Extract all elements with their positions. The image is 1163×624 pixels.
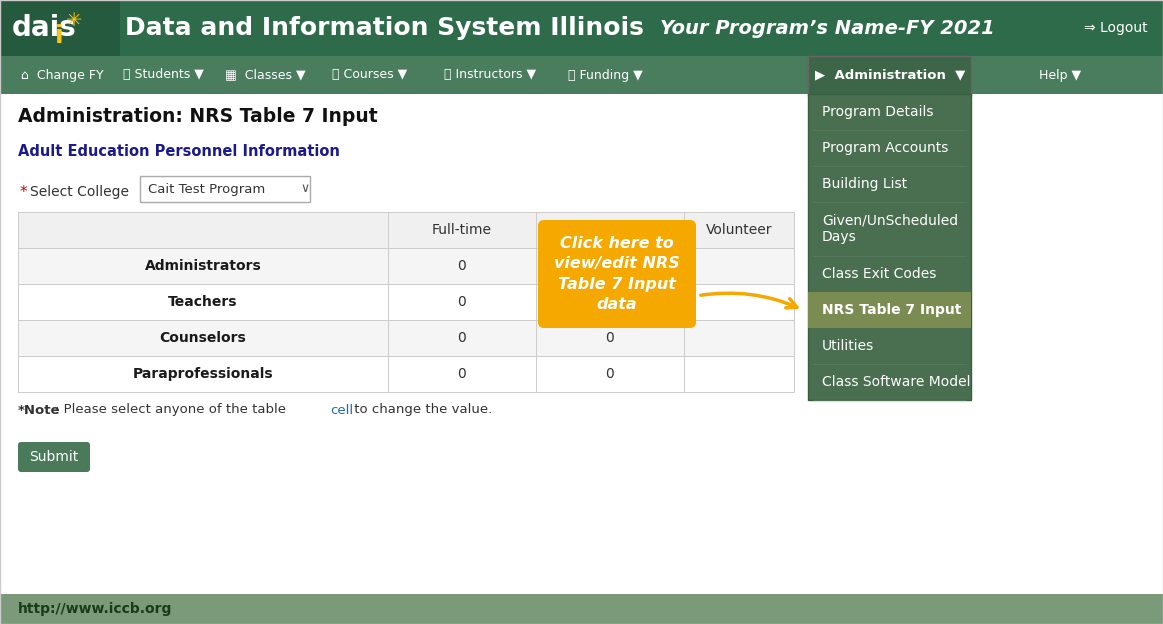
Text: 📣 Instructors ▼: 📣 Instructors ▼ — [444, 69, 536, 82]
Text: Data and Information System Illinois: Data and Information System Illinois — [124, 16, 644, 40]
Text: 👤 Students ▼: 👤 Students ▼ — [122, 69, 204, 82]
FancyBboxPatch shape — [17, 320, 794, 356]
Text: 💰 Funding ▼: 💰 Funding ▼ — [568, 69, 642, 82]
Text: Class Software Model: Class Software Model — [822, 375, 970, 389]
Text: cell: cell — [330, 404, 354, 416]
FancyBboxPatch shape — [17, 284, 794, 320]
Text: 0: 0 — [457, 331, 466, 345]
Text: Counselors: Counselors — [159, 331, 247, 345]
FancyBboxPatch shape — [140, 176, 311, 202]
FancyBboxPatch shape — [17, 442, 90, 472]
Text: http://www.iccb.org: http://www.iccb.org — [17, 602, 172, 616]
Text: Building List: Building List — [822, 177, 907, 191]
Text: *Note: *Note — [17, 404, 60, 416]
Text: ✳: ✳ — [66, 11, 83, 29]
FancyBboxPatch shape — [0, 0, 120, 56]
Text: i: i — [55, 24, 64, 48]
Text: Utilities: Utilities — [822, 339, 875, 353]
Text: Teachers: Teachers — [169, 295, 237, 309]
Text: 0: 0 — [457, 295, 466, 309]
Text: Paraprofessionals: Paraprofessionals — [133, 367, 273, 381]
FancyBboxPatch shape — [808, 94, 971, 400]
Text: 0: 0 — [606, 331, 614, 345]
FancyBboxPatch shape — [808, 56, 971, 96]
Text: 0: 0 — [457, 259, 466, 273]
FancyBboxPatch shape — [0, 56, 1163, 94]
Text: to change the value.: to change the value. — [350, 404, 492, 416]
Text: Administrators: Administrators — [144, 259, 262, 273]
Text: Submit: Submit — [29, 450, 79, 464]
Text: Program Details: Program Details — [822, 105, 934, 119]
Text: 📄 Courses ▼: 📄 Courses ▼ — [333, 69, 407, 82]
Text: Your Program’s Name-FY 2021: Your Program’s Name-FY 2021 — [659, 19, 994, 37]
FancyBboxPatch shape — [538, 220, 695, 328]
Text: 0: 0 — [606, 259, 614, 273]
Text: Full-time: Full-time — [431, 223, 492, 237]
Text: ∨: ∨ — [300, 182, 309, 195]
Text: Part-time: Part-time — [578, 223, 642, 237]
Text: Program Accounts: Program Accounts — [822, 141, 948, 155]
FancyBboxPatch shape — [17, 248, 794, 284]
FancyArrowPatch shape — [701, 293, 797, 308]
Text: Class Exit Codes: Class Exit Codes — [822, 267, 936, 281]
Text: Help ▼: Help ▼ — [1039, 69, 1082, 82]
FancyBboxPatch shape — [0, 0, 1163, 56]
Text: Cait Test Program: Cait Test Program — [148, 182, 265, 195]
Text: Administration: NRS Table 7 Input: Administration: NRS Table 7 Input — [17, 107, 378, 125]
Text: Adult Education Personnel Information: Adult Education Personnel Information — [17, 145, 340, 160]
FancyBboxPatch shape — [17, 212, 794, 248]
Text: 0: 0 — [457, 367, 466, 381]
FancyBboxPatch shape — [0, 94, 1163, 594]
Text: dais: dais — [12, 14, 77, 42]
Text: ▦  Classes ▼: ▦ Classes ▼ — [224, 69, 306, 82]
Text: 0: 0 — [606, 295, 614, 309]
Text: NRS Table 7 Input: NRS Table 7 Input — [822, 303, 962, 317]
Text: ⌂  Change FY: ⌂ Change FY — [21, 69, 104, 82]
FancyBboxPatch shape — [0, 594, 1163, 624]
Text: Given/UnScheduled
Days: Given/UnScheduled Days — [822, 214, 958, 244]
Text: 0: 0 — [606, 367, 614, 381]
Text: *: * — [20, 185, 28, 200]
Text: Volunteer: Volunteer — [706, 223, 772, 237]
Text: ⇒ Logout: ⇒ Logout — [1084, 21, 1148, 35]
FancyBboxPatch shape — [17, 356, 794, 392]
Text: ▶  Administration  ▼: ▶ Administration ▼ — [815, 69, 965, 82]
Text: : Please select anyone of the table: : Please select anyone of the table — [55, 404, 291, 416]
Text: Select College: Select College — [30, 185, 129, 199]
Text: Click here to
view/edit NRS
Table 7 Input
data: Click here to view/edit NRS Table 7 Inpu… — [554, 236, 680, 312]
FancyBboxPatch shape — [808, 292, 971, 328]
